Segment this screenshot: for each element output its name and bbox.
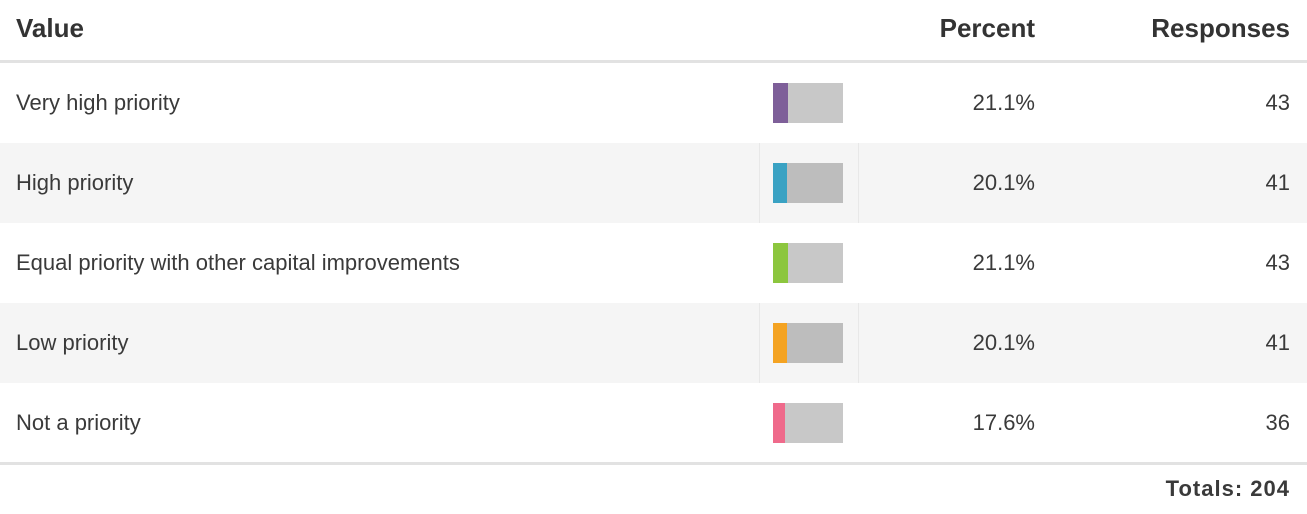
bar-track xyxy=(773,323,843,363)
bar-fill xyxy=(773,323,788,363)
responses-label: 41 xyxy=(1265,170,1290,195)
percent-label: 21.1% xyxy=(972,250,1035,275)
row: Equal priority with other capital improv… xyxy=(0,223,1307,303)
responses-label: 41 xyxy=(1265,330,1290,355)
responses-label: 36 xyxy=(1265,410,1290,435)
responses-label: 43 xyxy=(1265,250,1290,275)
value-label: Very high priority xyxy=(16,90,180,115)
bar-track xyxy=(773,243,843,283)
percent-label: 20.1% xyxy=(972,330,1035,355)
column-separator xyxy=(759,303,760,383)
row: Not a priority 17.6% 36 xyxy=(0,383,1307,463)
bar-fill xyxy=(773,83,788,123)
percent-label: 21.1% xyxy=(972,90,1035,115)
value-label: High priority xyxy=(16,170,134,195)
header-percent: Percent xyxy=(939,13,1035,43)
footer-rule xyxy=(0,462,1307,465)
totals-label: Totals: xyxy=(1165,476,1244,501)
value-label: Equal priority with other capital improv… xyxy=(16,250,460,275)
row: High priority 20.1% 41 xyxy=(0,143,1307,223)
value-label: Not a priority xyxy=(16,410,141,435)
percent-label: 20.1% xyxy=(972,170,1035,195)
row: Low priority 20.1% 41 xyxy=(0,303,1307,383)
bar-fill xyxy=(773,403,786,443)
bar-track xyxy=(773,83,843,123)
column-separator xyxy=(858,303,859,383)
totals-value: 204 xyxy=(1250,476,1290,501)
column-separator xyxy=(858,143,859,223)
percent-label: 17.6% xyxy=(972,410,1035,435)
bar-track xyxy=(773,403,843,443)
column-separator xyxy=(759,143,760,223)
bar-fill xyxy=(773,243,788,283)
row: Very high priority 21.1% 43 xyxy=(0,63,1307,143)
header-rule xyxy=(0,60,1307,63)
header-value: Value xyxy=(16,13,84,43)
header-responses: Responses xyxy=(1151,13,1290,43)
totals: Totals: 204 xyxy=(1166,476,1290,502)
bar-track xyxy=(773,163,843,203)
bar-fill xyxy=(773,163,788,203)
responses-label: 43 xyxy=(1265,90,1290,115)
value-label: Low priority xyxy=(16,330,129,355)
